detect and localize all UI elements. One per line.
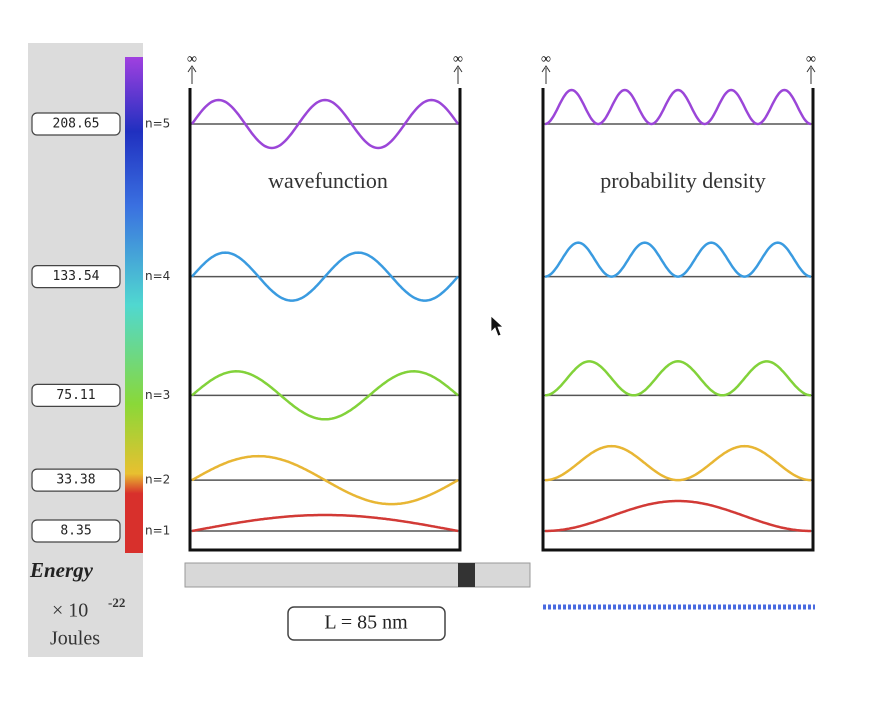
density-curve [545, 499, 811, 533]
slider-thumb[interactable] [458, 563, 475, 587]
wavefunction-well [188, 88, 462, 552]
length-slider[interactable] [184, 562, 531, 588]
wall-label: ∞ [806, 52, 816, 67]
energy-value: 8.35 [60, 524, 91, 539]
unit-exponent: -22 [108, 595, 125, 610]
wall-label: ∞ [187, 52, 197, 67]
wavefunction-curve [190, 98, 460, 150]
unit-factor: × 10 [52, 600, 88, 622]
level-label: n=5 [145, 117, 170, 131]
energy-value: 208.65 [53, 117, 100, 132]
energy-value: 75.11 [56, 388, 95, 403]
length-field [287, 606, 446, 641]
energy-panel [28, 43, 143, 657]
levels: 8.35 n=1 33.38 n=2 75.11 n=3 133.54 n=4 208.65 n=… [31, 88, 813, 543]
density-curve [545, 360, 811, 397]
level-label: n=2 [145, 473, 170, 487]
level-label: n=3 [145, 388, 170, 402]
wavefunction-curve [191, 251, 459, 302]
wavefunction-curve [191, 454, 459, 506]
wavefunction-curve [191, 370, 459, 421]
wall-arrows [187, 65, 816, 84]
mouse-cursor [490, 315, 505, 337]
wavefunction-title: wavefunction [268, 168, 388, 193]
energy-box [31, 112, 121, 136]
energy-value: 133.54 [53, 269, 100, 284]
density-well [541, 88, 815, 552]
energy-color-bar [125, 57, 143, 553]
energy-label: Energy [29, 558, 94, 582]
energy-box [31, 383, 121, 407]
wavefunction-curve [191, 513, 459, 533]
energy-box [31, 519, 121, 543]
energy-value: 33.38 [56, 473, 95, 488]
slider-track[interactable] [184, 562, 531, 588]
energy-box [31, 265, 121, 289]
density-curve [544, 88, 812, 126]
level-label: n=1 [145, 524, 170, 538]
wall-label: ∞ [541, 52, 551, 67]
level-label: n=4 [145, 269, 170, 283]
density-curve [544, 241, 812, 278]
unit-label: Joules [50, 628, 100, 650]
wall-label: ∞ [453, 52, 463, 67]
energy-box [31, 468, 121, 492]
length-label: L = 85 nm [324, 612, 408, 634]
density-title: probability density [600, 168, 766, 193]
density-curve [545, 444, 811, 482]
